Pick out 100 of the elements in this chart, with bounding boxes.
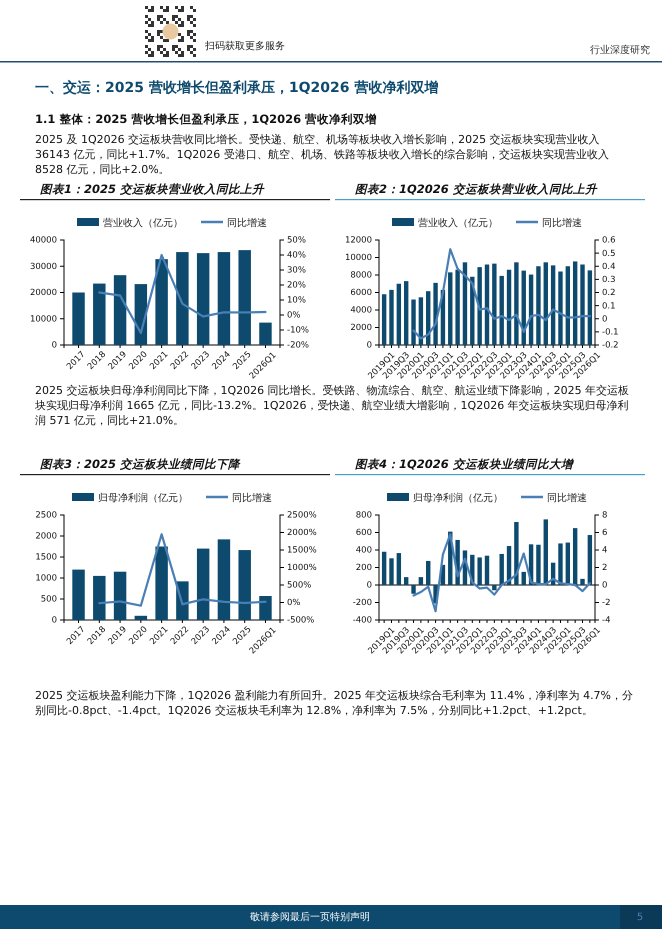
y2-tick-label: 0 <box>602 314 608 324</box>
y2-tick-label: -0.1 <box>602 328 619 338</box>
y2-tick-label: 0.5 <box>602 248 616 259</box>
legend-label: 归母净利润（亿元） <box>413 492 503 504</box>
y-tick-label: 200 <box>356 563 372 574</box>
text: 2025 交运板块归母净利润同比下降，1Q2026 同比增长。受铁路、物流综合、航空、航运业绩下降影响，2025 年交运板块实现归母净利润 1665 亿元，同比-13.2%。1Q2026，受快递、航空业绩大增影响，1Q2026 年交运板块实现归母净利润 571 亿元，同比+21.0%。 <box>35 383 630 428</box>
y2-tick-label: 2000% <box>287 528 317 538</box>
bar <box>528 274 534 345</box>
y-tick-label: -400 <box>352 616 372 626</box>
legend-label: 归母净利润（亿元） <box>98 492 188 504</box>
y-tick-label: 2000 <box>350 323 372 334</box>
y-tick-label: 0 <box>52 616 57 626</box>
bar <box>470 276 475 345</box>
bar <box>455 270 460 345</box>
bar <box>238 250 251 345</box>
y2-tick-label: 10% <box>287 296 306 306</box>
y2-tick-label: 0.4 <box>602 262 616 272</box>
y2-tick-label: 0.6 <box>602 236 616 246</box>
y2-tick-label: 0% <box>287 310 300 321</box>
chart-title: 图表4：1Q2026 交运板块业绩同比大增 <box>355 457 575 471</box>
bar <box>544 262 548 345</box>
chart-title: 图表2：1Q2026 交运板块营业收入同比上升 <box>355 182 598 196</box>
bar <box>72 292 85 345</box>
y2-tick-label: 1500% <box>287 546 317 556</box>
text: 2025 及 1Q2026 交运板块营收同比增长。受快递、航空、机场等板块收入增长影响，2025 交运板块实现营业收入 36143 亿元，同比+1.7%。1Q2026 受港口、航空、机场、铁路等板块收入增长的综合影响，交运板块实现营业收入 8528 亿元，同比+2.0%。 <box>35 132 610 177</box>
bar <box>114 275 126 345</box>
bar <box>477 267 482 345</box>
line-series <box>98 254 267 334</box>
y-tick-label: 0 <box>366 580 372 591</box>
y-tick-label: 1500 <box>35 552 57 563</box>
bar <box>382 552 386 585</box>
bar <box>93 284 106 345</box>
y-tick-label: -200 <box>352 598 372 608</box>
text: 2025 交运板块盈利能力下降，1Q2026 盈利能力有所回升。2025 年交运板块综合毛利率为 11.4%，净利率为 4.7%，分别同比-0.8pct、-1.4pct。1Q2026 交运板块毛利率为 12.8%，净利率为 7.5%，分别同比+1.2pct、+1.2pct。 <box>35 688 634 718</box>
y2-tick-label: -0.2 <box>602 340 619 351</box>
bar <box>522 572 526 585</box>
bar <box>404 577 408 585</box>
bar <box>155 546 168 620</box>
bar <box>514 262 519 345</box>
bar <box>544 519 548 585</box>
bar <box>382 294 386 345</box>
y2-tick-label: 0.1 <box>602 301 616 312</box>
bar <box>411 585 416 594</box>
legend-label: 同比增速 <box>547 492 587 504</box>
y2-tick-label: 30% <box>287 266 306 276</box>
y-tick-label: 0 <box>52 340 57 351</box>
y-tick-label: 10000 <box>30 314 57 324</box>
y2-tick-label: 6 <box>602 528 608 538</box>
y-tick-label: 500 <box>40 594 57 605</box>
y2-tick-label: -10% <box>287 326 309 336</box>
bar <box>426 291 430 345</box>
bar <box>499 276 504 345</box>
legend-label: 同比增速 <box>542 217 582 229</box>
y2-tick-label: 500% <box>287 580 312 591</box>
y-tick-label: 12000 <box>344 236 372 246</box>
bar <box>499 554 504 585</box>
bar <box>566 266 570 345</box>
y2-tick-label: 40% <box>287 250 306 261</box>
bar <box>259 596 272 620</box>
bar <box>536 544 541 585</box>
bar <box>477 557 482 585</box>
bar <box>404 281 408 345</box>
y2-tick-label: 0.2 <box>602 288 616 298</box>
y-tick-label: 800 <box>356 510 372 521</box>
y-tick-label: 30000 <box>30 262 57 272</box>
text: 扫码获取更多服务 <box>205 40 286 53</box>
bar <box>389 558 394 585</box>
bar <box>492 264 497 345</box>
y2-tick-label: 2500% <box>287 510 317 521</box>
y-tick-label: 400 <box>356 546 372 556</box>
bar <box>259 322 272 345</box>
bar <box>396 553 402 585</box>
y-tick-label: 2000 <box>35 532 57 542</box>
text: 5 <box>636 911 644 924</box>
y-tick-label: 40000 <box>30 236 57 246</box>
y-tick-label: 1000 <box>35 574 57 584</box>
bar <box>218 539 230 620</box>
bar <box>566 542 570 585</box>
y2-tick-label: 4 <box>602 546 608 556</box>
bar <box>134 616 148 620</box>
y2-tick-label: 0% <box>287 598 300 608</box>
y-tick-label: 2500 <box>35 510 57 521</box>
bar <box>389 290 394 345</box>
bar <box>72 570 85 620</box>
bar <box>238 550 251 620</box>
y-tick-label: 10000 <box>344 253 372 264</box>
y2-tick-label: -500% <box>287 616 314 626</box>
y2-tick-label: 1000% <box>287 563 317 574</box>
bar <box>176 252 189 345</box>
y2-tick-label: 8 <box>602 510 608 521</box>
bar <box>550 265 556 345</box>
bar <box>448 272 452 345</box>
text: 1.1 整体：2025 营收增长但盈利承压，1Q2026 营收净利双增 <box>35 112 378 126</box>
y2-tick-label: 50% <box>287 236 306 246</box>
y-tick-label: 4000 <box>350 306 372 316</box>
bar <box>484 556 490 585</box>
y-tick-label: 20000 <box>30 288 57 298</box>
text: 一、交运：2025 营收增长但盈利承压，1Q2026 营收净利双增 <box>35 80 440 97</box>
line-series <box>98 533 267 607</box>
bar <box>155 259 168 345</box>
